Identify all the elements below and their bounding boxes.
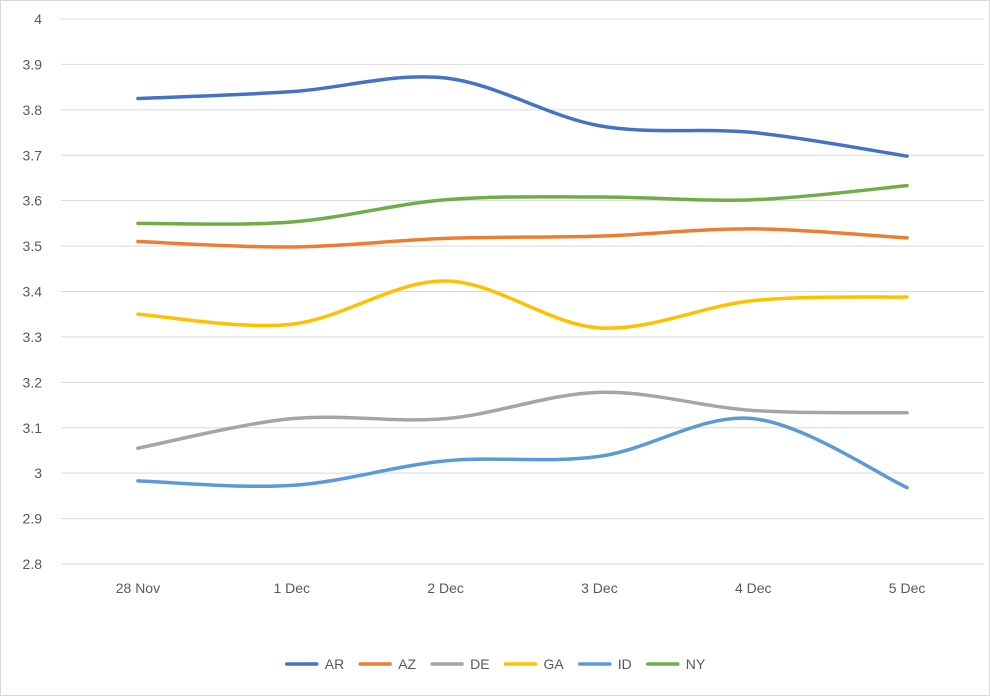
series-line-ny [136, 183, 909, 226]
legend-item-de: DE [430, 656, 490, 672]
series-line-ar [136, 75, 909, 158]
series-lines [136, 75, 909, 490]
x-tick-label: 28 Nov [116, 580, 160, 596]
x-tick-label: 4 Dec [735, 580, 772, 596]
y-tick-label: 2.9 [23, 511, 43, 527]
y-tick-label: 3.7 [23, 147, 43, 163]
y-tick-label: 3.2 [23, 374, 43, 390]
legend-item-ar: AR [285, 656, 344, 672]
x-tick-label: 1 Dec [273, 580, 310, 596]
legend-label: AZ [398, 656, 416, 672]
y-tick-label: 3.6 [23, 193, 43, 209]
legend-item-ga: GA [503, 656, 565, 672]
y-tick-label: 4 [34, 11, 42, 27]
legend-item-ny: NY [646, 656, 706, 672]
y-tick-label: 3.9 [23, 56, 43, 72]
x-tick-label: 2 Dec [427, 580, 464, 596]
y-tick-label: 3.1 [23, 420, 43, 436]
y-tick-label: 3.3 [23, 329, 43, 345]
y-axis-tick-labels: 2.8 2.9 3 3.1 3.2 3.3 3.4 3.5 3.6 3.7 3.8 3.9 4 [23, 11, 43, 572]
x-axis-tick-labels: 28 Nov 1 Dec 2 Dec 3 Dec 4 Dec 5 Dec [116, 580, 926, 596]
series-line-de [136, 390, 909, 450]
legend-label: DE [470, 656, 489, 672]
y-tick-label: 3.5 [23, 238, 43, 254]
legend: AR AZ DE GA ID NY [285, 656, 706, 672]
legend-label: ID [618, 656, 632, 672]
legend-label: GA [544, 656, 565, 672]
series-line-az [136, 227, 909, 249]
series-line-ga [136, 279, 909, 330]
y-tick-label: 3.8 [23, 102, 43, 118]
legend-item-az: AZ [358, 656, 417, 672]
series-line-id [136, 416, 909, 490]
y-tick-label: 3.4 [23, 284, 43, 300]
legend-item-id: ID [578, 656, 632, 672]
x-tick-label: 5 Dec [889, 580, 926, 596]
legend-label: NY [686, 656, 706, 672]
x-tick-label: 3 Dec [581, 580, 618, 596]
legend-label: AR [325, 656, 344, 672]
gridlines [61, 18, 984, 565]
y-tick-label: 3 [34, 465, 42, 481]
y-tick-label: 2.8 [23, 556, 43, 572]
